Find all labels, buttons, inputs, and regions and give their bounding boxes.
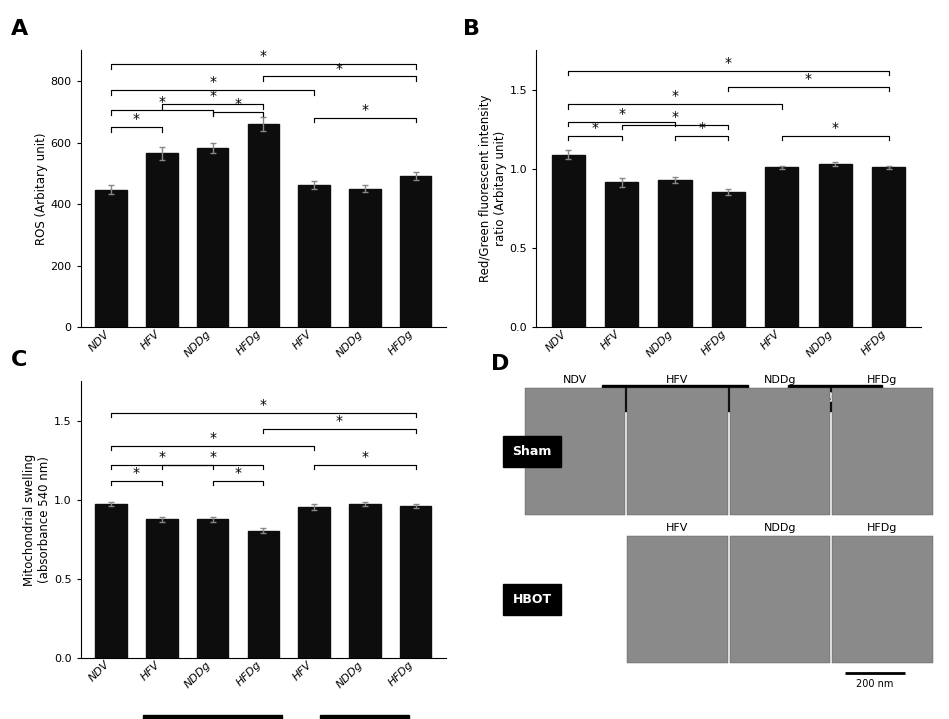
Text: *: * (133, 466, 140, 480)
Text: HFDg: HFDg (867, 375, 898, 385)
Bar (196, 519, 229, 658)
Text: A: A (11, 19, 28, 40)
Bar (321, 385, 409, 411)
Bar (712, 192, 745, 327)
Bar (605, 183, 638, 327)
Bar (248, 531, 279, 658)
Text: *: * (831, 121, 839, 135)
Text: D: D (491, 354, 509, 375)
Bar (659, 180, 692, 327)
Text: *: * (133, 112, 140, 127)
Text: *: * (805, 72, 812, 86)
Text: NDV: NDV (563, 375, 587, 385)
Bar (298, 185, 330, 327)
Text: HFV: HFV (666, 375, 689, 385)
Text: *: * (336, 413, 343, 428)
Bar (248, 124, 279, 327)
Text: HBOT: HBOT (512, 593, 551, 606)
Bar (730, 536, 830, 663)
Bar (789, 385, 882, 411)
Bar (627, 536, 728, 663)
Y-axis label: Red/Green fluorescent intensity
ratio (Arbitary unit): Red/Green fluorescent intensity ratio (A… (478, 95, 507, 283)
Text: *: * (209, 431, 216, 445)
Bar (525, 388, 625, 515)
Bar (832, 536, 933, 663)
Text: *: * (362, 103, 368, 117)
Text: *: * (260, 398, 267, 412)
Text: *: * (698, 121, 705, 135)
Text: HBOT: HBOT (343, 390, 386, 405)
Text: Sham: Sham (653, 390, 697, 405)
Text: Sham: Sham (512, 445, 552, 458)
Text: *: * (725, 56, 732, 70)
Bar (349, 503, 381, 658)
Text: HFDg: HFDg (867, 523, 898, 533)
Bar (146, 519, 177, 658)
Text: NDDg: NDDg (764, 523, 796, 533)
Bar (298, 507, 330, 658)
Y-axis label: Mitochondrial swelling
(absorbance 540 nm): Mitochondrial swelling (absorbance 540 n… (23, 454, 51, 585)
Text: *: * (336, 62, 343, 75)
Text: Sham: Sham (191, 390, 234, 405)
Text: B: B (463, 19, 480, 40)
Bar (96, 190, 127, 327)
Text: *: * (362, 450, 368, 464)
Bar (765, 168, 798, 327)
Bar (400, 505, 431, 658)
Bar (832, 388, 933, 515)
Text: *: * (618, 106, 625, 121)
Bar (503, 436, 561, 467)
Text: *: * (209, 450, 216, 464)
Bar (551, 155, 585, 327)
Bar (872, 168, 905, 327)
Y-axis label: ROS (Arbitary unit): ROS (Arbitary unit) (35, 132, 47, 245)
Bar (730, 388, 830, 515)
Bar (627, 388, 728, 515)
Text: *: * (260, 50, 267, 63)
Text: C: C (11, 350, 28, 370)
Bar (503, 584, 561, 615)
Text: HFV: HFV (666, 523, 689, 533)
Text: 200 nm: 200 nm (856, 679, 894, 690)
Bar (143, 715, 283, 719)
Bar (196, 148, 229, 327)
Text: *: * (234, 466, 241, 480)
Bar (143, 385, 283, 411)
Text: *: * (209, 75, 216, 89)
Text: NDDg: NDDg (764, 375, 796, 385)
Bar (602, 385, 749, 411)
Text: HBOT: HBOT (813, 390, 857, 405)
Text: *: * (209, 89, 216, 104)
Bar (349, 188, 381, 327)
Text: *: * (672, 89, 679, 104)
Text: *: * (158, 96, 165, 109)
Text: *: * (591, 121, 599, 135)
Bar (321, 715, 409, 719)
Bar (819, 164, 851, 327)
Text: *: * (672, 110, 679, 124)
Bar (96, 503, 127, 658)
Text: *: * (158, 450, 165, 464)
Bar (146, 153, 177, 327)
Text: *: * (234, 97, 241, 111)
Bar (400, 176, 431, 327)
